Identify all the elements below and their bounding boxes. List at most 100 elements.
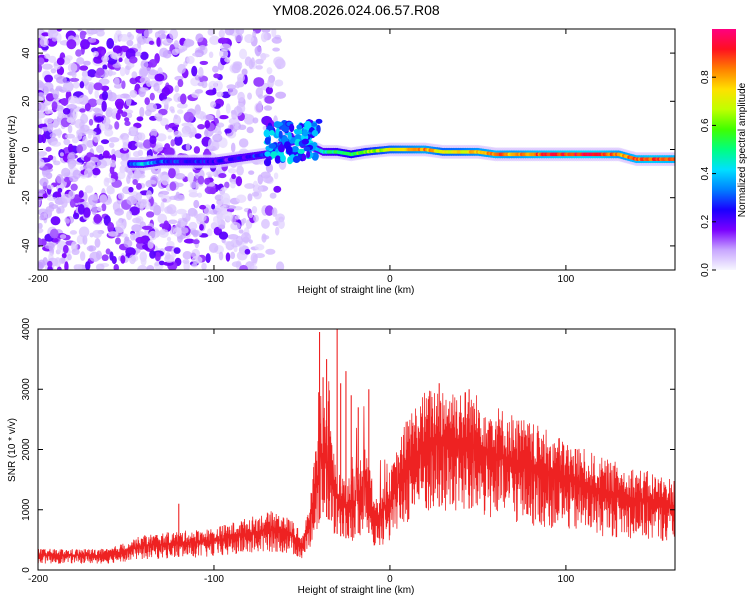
noise-blob [118, 33, 130, 42]
noise-blob [143, 29, 150, 38]
noise-blob [259, 53, 270, 58]
noise-blob [174, 85, 180, 93]
spectrogram-noise [38, 29, 291, 270]
noise-blob [134, 142, 145, 148]
noise-blob [90, 193, 99, 201]
noise-blob [213, 73, 220, 79]
noise-blob [238, 229, 244, 234]
noise-blob [218, 49, 229, 59]
noise-blob [212, 87, 217, 95]
noise-blob [84, 102, 91, 112]
noise-blob [176, 102, 188, 109]
spectrogram-x-tick-label: -100 [204, 274, 224, 285]
noise-blob [121, 111, 128, 118]
spectrogram-x-tick-label: 0 [387, 274, 393, 285]
noise-blob [92, 167, 101, 176]
noise-blob [38, 134, 44, 144]
noise-blob [50, 216, 61, 226]
noise-blob [252, 117, 259, 124]
noise-blob [207, 29, 215, 36]
noise-blob [129, 89, 138, 98]
noise-blob [127, 31, 132, 38]
colorbar-tick-label: 0.8 [700, 70, 711, 84]
noise-blob [181, 212, 187, 219]
noise-blob [78, 226, 90, 238]
noise-blob [56, 242, 62, 253]
noise-blob [108, 137, 120, 143]
ridge-blob [301, 138, 309, 145]
noise-blob [188, 208, 198, 217]
noise-blob [70, 183, 78, 191]
noise-blob [115, 112, 121, 121]
noise-blob [49, 132, 56, 139]
noise-blob [180, 93, 187, 105]
noise-blob [114, 208, 125, 216]
noise-blob [122, 141, 128, 151]
noise-blob [107, 92, 118, 102]
noise-blob [78, 190, 84, 198]
noise-blob [59, 234, 67, 239]
noise-blob [218, 114, 229, 120]
noise-blob [84, 185, 94, 194]
spectrogram-y-ticks: -40 -20 0 20 40 [21, 47, 675, 253]
noise-blob [79, 65, 89, 71]
noise-blob [277, 219, 285, 230]
noise-blob [61, 193, 72, 204]
noise-blob [81, 75, 92, 82]
noise-blob [101, 55, 110, 62]
noise-blob [159, 229, 166, 235]
noise-blob [138, 67, 148, 79]
noise-blob [224, 57, 231, 63]
noise-blob [168, 167, 176, 179]
noise-blob [154, 73, 165, 82]
noise-blob [69, 230, 78, 235]
noise-blob [174, 135, 183, 146]
noise-blob [92, 50, 99, 57]
noise-blob [48, 31, 54, 39]
noise-blob [255, 65, 263, 70]
noise-blob [220, 205, 228, 211]
noise-blob [204, 120, 211, 129]
noise-blob [64, 218, 70, 224]
ridge-blob [311, 152, 319, 161]
noise-blob [39, 177, 49, 187]
noise-blob [82, 135, 88, 146]
noise-blob [56, 174, 64, 184]
noise-blob [218, 251, 224, 261]
noise-blob [211, 203, 216, 210]
noise-blob [117, 192, 125, 200]
snr-y-tick-label: 0 [21, 567, 32, 573]
noise-blob [124, 117, 130, 122]
noise-blob [241, 68, 248, 76]
noise-blob [96, 206, 103, 212]
noise-blob [72, 109, 78, 120]
noise-blob [149, 135, 157, 145]
noise-blob [128, 63, 135, 68]
noise-blob [72, 169, 81, 180]
noise-blob [91, 204, 98, 216]
noise-blob [183, 111, 194, 123]
noise-blob [163, 38, 174, 44]
noise-blob [41, 126, 52, 131]
noise-blob [137, 35, 147, 45]
noise-blob [114, 121, 120, 130]
noise-blob [129, 206, 140, 216]
noise-blob [275, 91, 287, 99]
noise-blob [88, 37, 97, 43]
spectrogram-y-tick-label: 40 [21, 47, 32, 59]
noise-blob [271, 207, 278, 217]
noise-blob [107, 221, 115, 233]
noise-blob [38, 63, 43, 73]
noise-blob [56, 29, 62, 32]
noise-blob [162, 49, 172, 59]
noise-blob [250, 252, 258, 264]
ridge-blob [301, 154, 307, 162]
ridge-blob [288, 123, 295, 133]
noise-blob [224, 211, 233, 222]
colorbar-tick-label: 0.0 [700, 263, 711, 277]
noise-blob [82, 60, 91, 66]
noise-blob [148, 69, 159, 76]
noise-blob [212, 65, 219, 73]
noise-blob [69, 77, 80, 82]
noise-blob [56, 191, 61, 198]
